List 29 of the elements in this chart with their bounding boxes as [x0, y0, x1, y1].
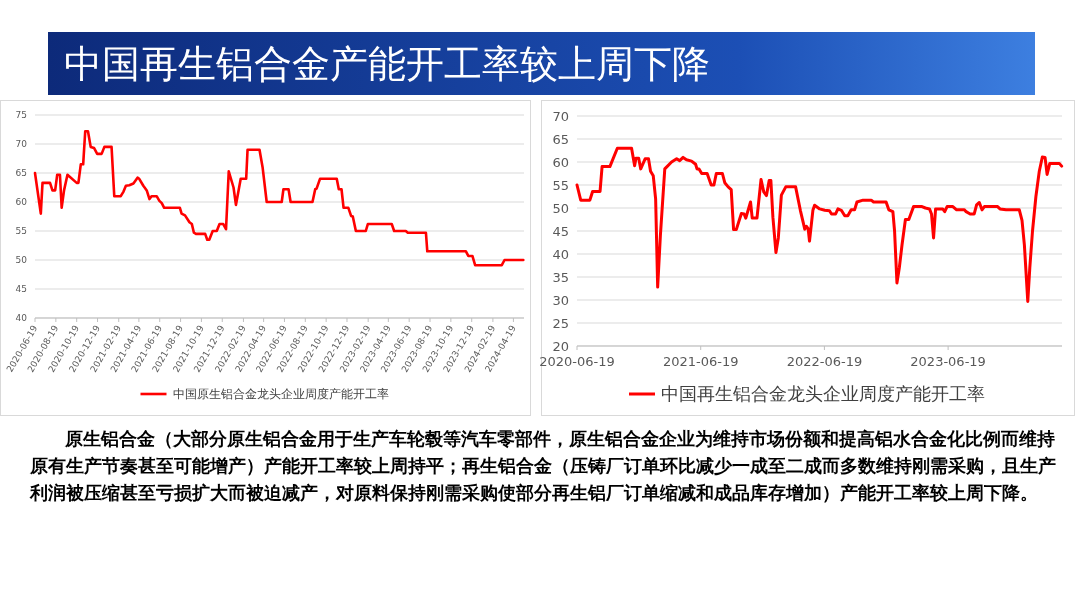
text: 中国再生铝合金产能开工率较上周下降: [64, 42, 710, 86]
x-tick-label: 2021-06-19: [662, 354, 739, 369]
y-tick-label: 20: [552, 338, 569, 354]
line-series: [33, 129, 525, 267]
line-series: [575, 146, 1064, 303]
y-tick-label: 55: [15, 226, 27, 237]
y-tick-label: 30: [552, 292, 569, 308]
y-tick-label: 75: [15, 110, 27, 121]
y-tick-label: 40: [15, 313, 28, 324]
y-tick-label: 25: [552, 315, 569, 331]
x-tick-label: 2022-06-19: [786, 354, 863, 369]
y-tick-label: 45: [15, 284, 27, 295]
y-tick-label: 50: [15, 255, 28, 266]
y-tick-label: 65: [15, 168, 27, 179]
legend-label: 中国再生铝合金龙头企业周度产能开工率: [661, 383, 985, 405]
x-tick-label: 2023-06-19: [910, 354, 986, 369]
y-tick-label: 45: [552, 223, 569, 239]
y-tick-label: 70: [552, 108, 569, 124]
legend-label: 中国原生铝合金龙头企业周度产能开工率: [172, 387, 389, 402]
y-tick-label: 60: [15, 197, 28, 208]
y-tick-label: 40: [552, 246, 569, 262]
x-tick-label: 2020-06-19: [539, 354, 615, 369]
text: 原生铝合金（大部分原生铝合金用于生产车轮毂等汽车零部件，原生铝合金企业为维持市场份额和提高铝水合金化比例而维持原有生产节奏甚至可能增产）产能开工率较上周持平；再生铝合金（压铸厂订单环比减少一成至二成而多数维持刚需采购，且生产利润被压缩甚至亏损扩大而被迫减产，对原料保持刚需采购使部分再生铝厂订单缩减和成品库存增加）产能开工率较上周下降。: [30, 428, 1057, 505]
y-tick-label: 65: [552, 131, 569, 147]
y-tick-label: 35: [552, 269, 569, 285]
y-tick-label: 70: [15, 139, 28, 150]
y-tick-label: 60: [552, 154, 569, 170]
y-tick-label: 55: [552, 177, 569, 193]
y-tick-label: 50: [552, 200, 569, 216]
